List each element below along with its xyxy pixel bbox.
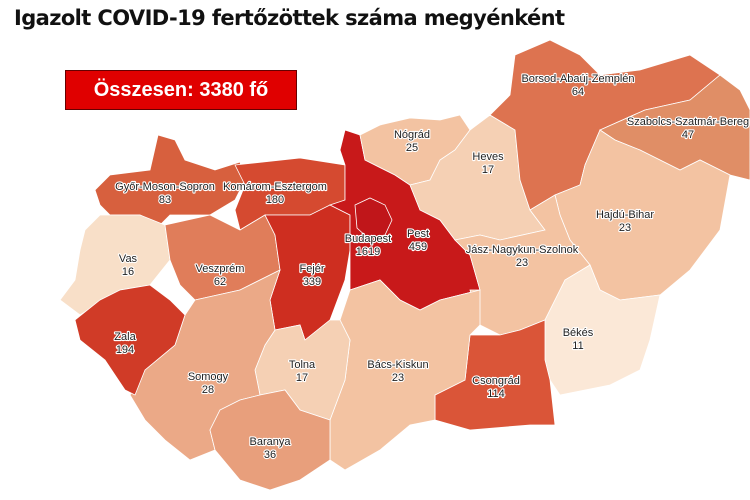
county-value-label: 47 [682,129,694,141]
county-value-label: 23 [516,257,528,269]
county-name-label: Nógrád [394,129,430,141]
county-zala [74,284,186,396]
county-name-label: Vas [119,253,138,265]
county-value-label: 1619 [356,246,380,258]
county-name-label: Somogy [188,371,229,383]
county-name-label: Tolna [289,359,316,371]
county-budapest [354,197,393,239]
county-name-label: Bács-Kiskun [367,359,428,371]
county-name-label: Hajdú-Bihar [596,209,654,221]
county-name-label: Veszprém [196,263,245,275]
county-baranya [209,389,331,491]
county-name-label: Borsod-Abaúj-Zemplén [521,73,634,85]
county-value-label: 36 [264,449,276,461]
county-name-label: Fejér [299,263,324,275]
county-name-label: Győr-Moson-Sopron [115,181,215,193]
county-name-label: Heves [472,151,504,163]
county-name-label: Komárom-Esztergom [223,181,327,193]
county-value-label: 64 [572,86,584,98]
county-value-label: 17 [296,372,308,384]
county-gyor-moson-sopron [94,134,246,226]
county-name-label: Zala [114,331,136,343]
county-value-label: 23 [392,372,404,384]
county-name-label: Pest [407,228,429,240]
county-name-label: Baranya [250,436,292,448]
county-value-label: 17 [482,164,494,176]
county-value-label: 114 [487,388,505,400]
total-count-box: Összesen: 3380 fő [65,70,297,110]
county-value-label: 83 [159,194,171,206]
county-name-label: Békés [563,327,594,339]
county-value-label: 459 [409,241,427,253]
page-title: Igazolt COVID-19 fertőzöttek száma megyé… [14,6,565,30]
county-value-label: 180 [266,194,284,206]
county-bacs-kiskun [329,279,481,471]
county-name-label: Jász-Nagykun-Szolnok [466,244,579,256]
county-value-label: 339 [303,276,321,288]
county-value-label: 194 [116,344,134,356]
county-name-label: Budapest [345,233,391,245]
county-value-label: 16 [122,266,134,278]
county-value-label: 25 [406,142,418,154]
county-value-label: 23 [619,222,631,234]
county-value-label: 11 [572,340,583,352]
county-value-label: 62 [214,276,226,288]
county-name-label: Szabolcs-Szatmár-Bereg [627,116,749,128]
county-value-label: 28 [202,384,214,396]
county-name-label: Csongrád [472,375,520,387]
